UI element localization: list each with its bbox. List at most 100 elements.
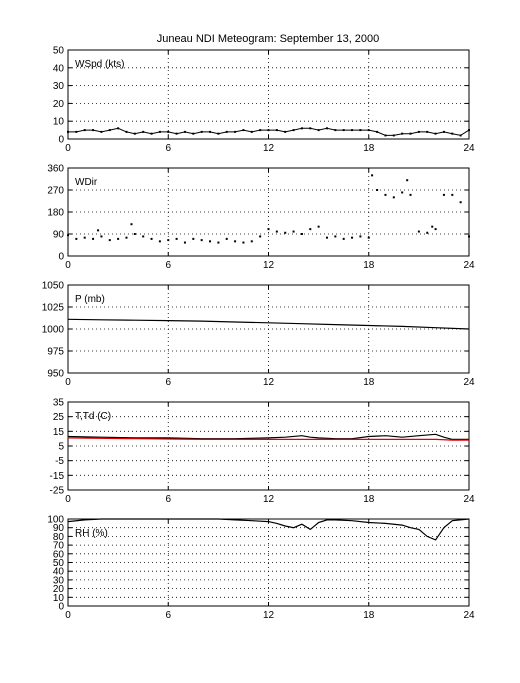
series-line bbox=[67, 518, 470, 541]
y-tick-label: 90 bbox=[53, 523, 65, 534]
y-tick-label: 1050 bbox=[42, 281, 65, 292]
y-tick-label: 270 bbox=[47, 186, 64, 197]
y-tick-label: 180 bbox=[47, 208, 64, 219]
y-tick-label: 90 bbox=[53, 230, 65, 241]
data-point bbox=[83, 236, 86, 239]
x-tick-label: 18 bbox=[363, 143, 375, 154]
x-tick-label: 12 bbox=[263, 260, 275, 271]
y-tick-label: 70 bbox=[53, 541, 65, 552]
data-point bbox=[459, 201, 462, 204]
data-point bbox=[309, 228, 312, 231]
data-point bbox=[442, 193, 445, 196]
data-point bbox=[158, 240, 161, 243]
y-tick-label: 20 bbox=[53, 584, 65, 595]
data-point bbox=[234, 240, 237, 243]
y-tick-label: -5 bbox=[55, 456, 64, 467]
data-point bbox=[267, 228, 270, 231]
x-tick-label: 6 bbox=[165, 610, 171, 621]
data-point bbox=[92, 237, 95, 240]
data-point bbox=[108, 239, 111, 242]
x-tick-label: 18 bbox=[363, 377, 375, 388]
data-point bbox=[130, 223, 133, 226]
data-point bbox=[217, 241, 220, 244]
x-tick-label: 6 bbox=[165, 494, 171, 505]
y-tick-label: 100 bbox=[47, 515, 64, 526]
x-tick-label: 6 bbox=[165, 377, 171, 388]
data-point bbox=[125, 236, 128, 239]
data-point bbox=[325, 236, 328, 239]
data-point bbox=[434, 228, 437, 231]
data-point bbox=[468, 235, 470, 238]
data-point bbox=[183, 241, 186, 244]
chart-title: Juneau NDI Meteogram: September 13, 2000 bbox=[157, 33, 380, 45]
data-point bbox=[406, 179, 409, 182]
y-tick-label: 35 bbox=[53, 398, 65, 409]
data-point bbox=[367, 236, 370, 239]
panel-3: 0 6 12 18 24 -25 -15 -5 5 15 25 35 T,Td (C) bbox=[50, 398, 475, 506]
x-tick-label: 0 bbox=[65, 143, 71, 154]
y-tick-label: 10 bbox=[53, 117, 65, 128]
x-tick-label: 18 bbox=[363, 610, 375, 621]
x-tick-label: 6 bbox=[165, 260, 171, 271]
x-tick-label: 6 bbox=[165, 143, 171, 154]
data-point bbox=[376, 189, 379, 191]
y-tick-label: 30 bbox=[53, 575, 65, 586]
y-tick-label: 20 bbox=[53, 99, 65, 110]
y-tick-label: 1000 bbox=[42, 325, 65, 336]
data-point bbox=[97, 229, 100, 232]
data-point bbox=[133, 233, 136, 235]
panel-label: WDir bbox=[75, 177, 98, 188]
x-tick-label: 12 bbox=[263, 494, 275, 505]
data-point bbox=[300, 233, 303, 235]
data-point bbox=[167, 239, 170, 242]
x-tick-label: 0 bbox=[65, 494, 71, 505]
data-point bbox=[242, 241, 245, 244]
y-tick-label: 40 bbox=[53, 567, 65, 578]
y-tick-label: 360 bbox=[47, 164, 64, 175]
y-tick-label: -25 bbox=[50, 486, 65, 497]
y-tick-label: 80 bbox=[53, 532, 65, 543]
x-tick-label: 12 bbox=[263, 143, 275, 154]
x-tick-label: 18 bbox=[363, 494, 375, 505]
panel-1: 0 6 12 18 24 0 90 180 270 360 WDir bbox=[47, 164, 475, 272]
data-point bbox=[431, 225, 434, 228]
x-tick-label: 24 bbox=[463, 143, 475, 154]
data-point bbox=[351, 236, 354, 239]
data-point bbox=[142, 235, 145, 238]
data-point bbox=[359, 235, 362, 238]
x-tick-label: 18 bbox=[363, 260, 375, 271]
series-line bbox=[68, 127, 470, 136]
data-point bbox=[451, 193, 454, 196]
data-point bbox=[392, 196, 395, 199]
series-line bbox=[67, 433, 469, 440]
y-tick-label: -15 bbox=[50, 471, 65, 482]
y-tick-label: 0 bbox=[58, 135, 64, 146]
y-tick-label: 30 bbox=[53, 81, 65, 92]
y-tick-label: 50 bbox=[53, 46, 65, 57]
data-point bbox=[150, 237, 153, 240]
y-tick-label: 0 bbox=[58, 602, 64, 613]
y-tick-label: 0 bbox=[58, 252, 64, 263]
y-tick-label: 1025 bbox=[42, 303, 65, 314]
data-point bbox=[342, 237, 345, 240]
data-point bbox=[192, 237, 195, 240]
data-point bbox=[209, 240, 212, 243]
x-tick-label: 24 bbox=[463, 610, 475, 621]
y-tick-label: 950 bbox=[47, 369, 64, 380]
data-point bbox=[259, 235, 262, 238]
series-line bbox=[67, 318, 470, 330]
data-point bbox=[75, 237, 78, 240]
series-line-secondary bbox=[67, 437, 469, 441]
data-point bbox=[117, 237, 120, 240]
x-tick-label: 0 bbox=[65, 260, 71, 271]
data-point bbox=[250, 240, 253, 243]
x-tick-label: 12 bbox=[263, 377, 275, 388]
y-tick-label: 15 bbox=[53, 427, 65, 438]
x-tick-label: 0 bbox=[65, 610, 71, 621]
panel-2: 0 6 12 18 24 950 975 1000 1025 1050 P (mb) bbox=[42, 281, 475, 389]
x-tick-label: 24 bbox=[463, 377, 475, 388]
x-tick-label: 0 bbox=[65, 377, 71, 388]
data-point bbox=[401, 191, 404, 194]
x-tick-label: 24 bbox=[463, 260, 475, 271]
panel-0: 0 6 12 18 24 0 10 20 30 40 50 WSpd (kts) bbox=[53, 46, 475, 155]
